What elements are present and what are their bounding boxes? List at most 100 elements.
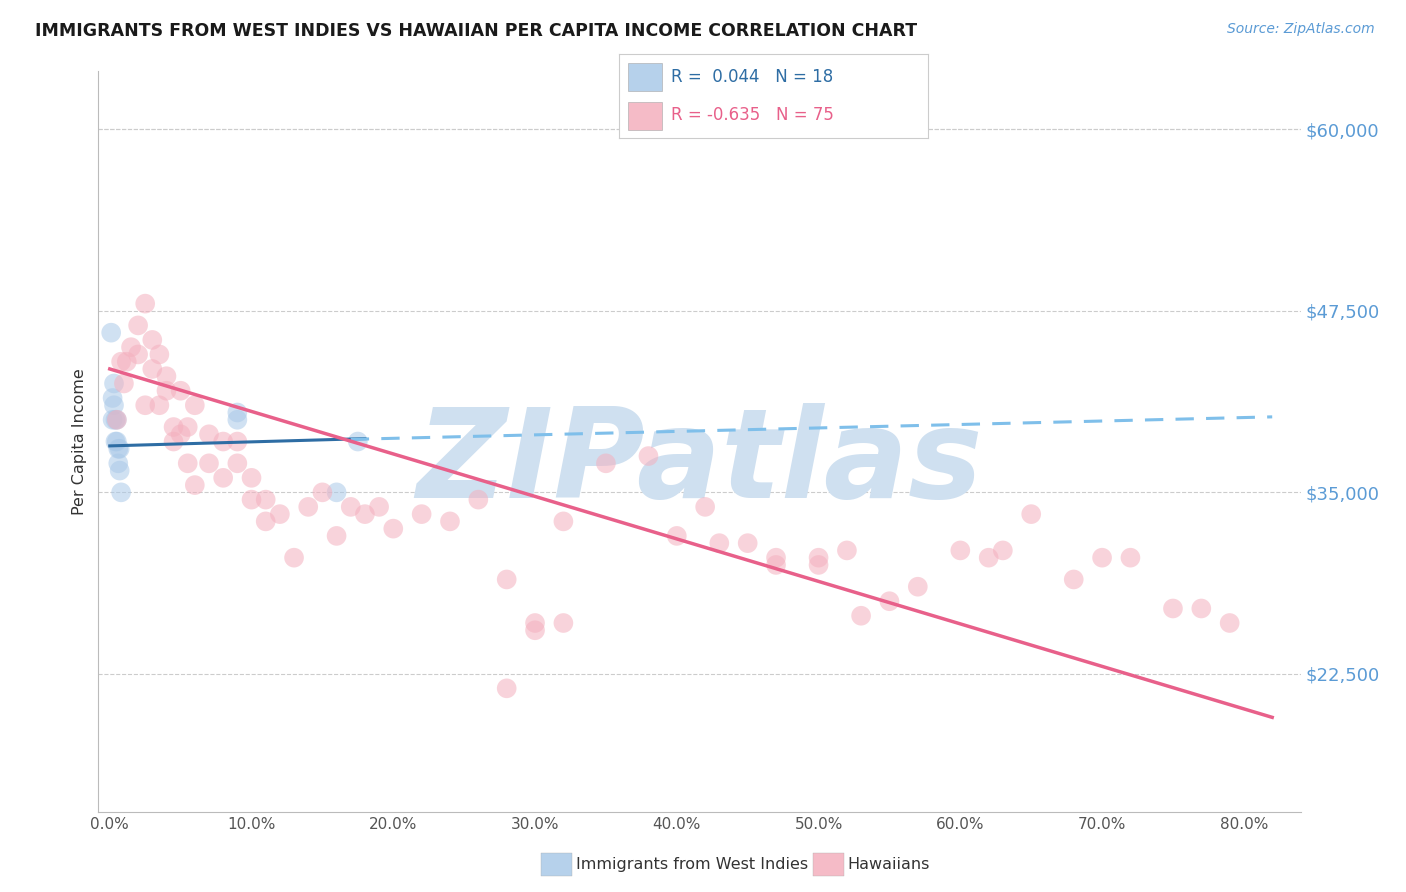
- Point: [368, 500, 391, 514]
- Point: [949, 543, 972, 558]
- Point: [1219, 615, 1241, 630]
- Point: [1189, 601, 1212, 615]
- Point: [127, 318, 149, 333]
- Point: [105, 434, 128, 449]
- Point: [141, 362, 163, 376]
- Point: [637, 449, 659, 463]
- Point: [177, 456, 200, 470]
- Point: [283, 550, 305, 565]
- Point: [212, 471, 235, 485]
- Text: R =  0.044   N = 18: R = 0.044 N = 18: [671, 68, 834, 86]
- Point: [169, 384, 191, 398]
- Point: [112, 376, 135, 391]
- Bar: [628, 102, 662, 130]
- Point: [108, 464, 131, 478]
- Point: [162, 420, 184, 434]
- Point: [411, 507, 433, 521]
- Point: [311, 485, 333, 500]
- Point: [1019, 507, 1042, 521]
- Point: [835, 543, 858, 558]
- Point: [737, 536, 759, 550]
- Point: [807, 558, 830, 572]
- Point: [382, 522, 405, 536]
- Point: [354, 507, 377, 521]
- Point: [103, 398, 125, 412]
- Point: [347, 434, 370, 449]
- Point: [849, 608, 872, 623]
- Point: [184, 398, 207, 412]
- Point: [709, 536, 731, 550]
- Text: IMMIGRANTS FROM WEST INDIES VS HAWAIIAN PER CAPITA INCOME CORRELATION CHART: IMMIGRANTS FROM WEST INDIES VS HAWAIIAN …: [35, 22, 917, 40]
- Point: [162, 434, 184, 449]
- Point: [184, 478, 207, 492]
- Point: [226, 434, 249, 449]
- Point: [107, 456, 129, 470]
- Point: [765, 558, 787, 572]
- Point: [155, 369, 177, 384]
- Point: [325, 485, 347, 500]
- Point: [212, 434, 235, 449]
- Point: [1119, 550, 1142, 565]
- Point: [148, 347, 170, 361]
- Point: [240, 492, 263, 507]
- Text: Source: ZipAtlas.com: Source: ZipAtlas.com: [1227, 22, 1375, 37]
- Point: [524, 624, 547, 638]
- Point: [101, 391, 124, 405]
- Point: [226, 405, 249, 419]
- Text: Immigrants from West Indies: Immigrants from West Indies: [576, 857, 808, 871]
- Point: [198, 427, 221, 442]
- Point: [879, 594, 901, 608]
- Point: [765, 550, 787, 565]
- Point: [297, 500, 319, 514]
- Text: ZIPatlas: ZIPatlas: [416, 403, 983, 524]
- Point: [807, 550, 830, 565]
- Point: [105, 413, 128, 427]
- Y-axis label: Per Capita Income: Per Capita Income: [72, 368, 87, 515]
- Point: [107, 442, 129, 456]
- Point: [254, 515, 277, 529]
- Point: [1161, 601, 1184, 615]
- Point: [100, 326, 122, 340]
- Point: [120, 340, 142, 354]
- Point: [103, 376, 125, 391]
- Point: [1091, 550, 1114, 565]
- Point: [467, 492, 489, 507]
- Point: [226, 456, 249, 470]
- Point: [134, 398, 156, 412]
- Point: [104, 434, 127, 449]
- Point: [127, 347, 149, 361]
- Point: [134, 296, 156, 310]
- Point: [254, 492, 277, 507]
- Point: [1063, 573, 1085, 587]
- Point: [115, 354, 138, 368]
- Point: [907, 580, 929, 594]
- Point: [148, 398, 170, 412]
- Point: [155, 384, 177, 398]
- Point: [177, 420, 200, 434]
- Point: [524, 615, 547, 630]
- Point: [325, 529, 347, 543]
- Point: [240, 471, 263, 485]
- Point: [695, 500, 717, 514]
- Point: [665, 529, 688, 543]
- Point: [269, 507, 291, 521]
- Point: [991, 543, 1014, 558]
- Point: [141, 333, 163, 347]
- Point: [226, 413, 249, 427]
- Text: R = -0.635   N = 75: R = -0.635 N = 75: [671, 106, 834, 124]
- Point: [198, 456, 221, 470]
- Text: Hawaiians: Hawaiians: [848, 857, 931, 871]
- Point: [553, 515, 575, 529]
- Point: [110, 485, 132, 500]
- Point: [339, 500, 361, 514]
- Point: [108, 442, 131, 456]
- Point: [101, 413, 124, 427]
- Point: [595, 456, 617, 470]
- Point: [495, 681, 517, 696]
- Point: [439, 515, 461, 529]
- Point: [495, 573, 517, 587]
- Point: [105, 413, 128, 427]
- Point: [977, 550, 1000, 565]
- Point: [169, 427, 191, 442]
- Point: [553, 615, 575, 630]
